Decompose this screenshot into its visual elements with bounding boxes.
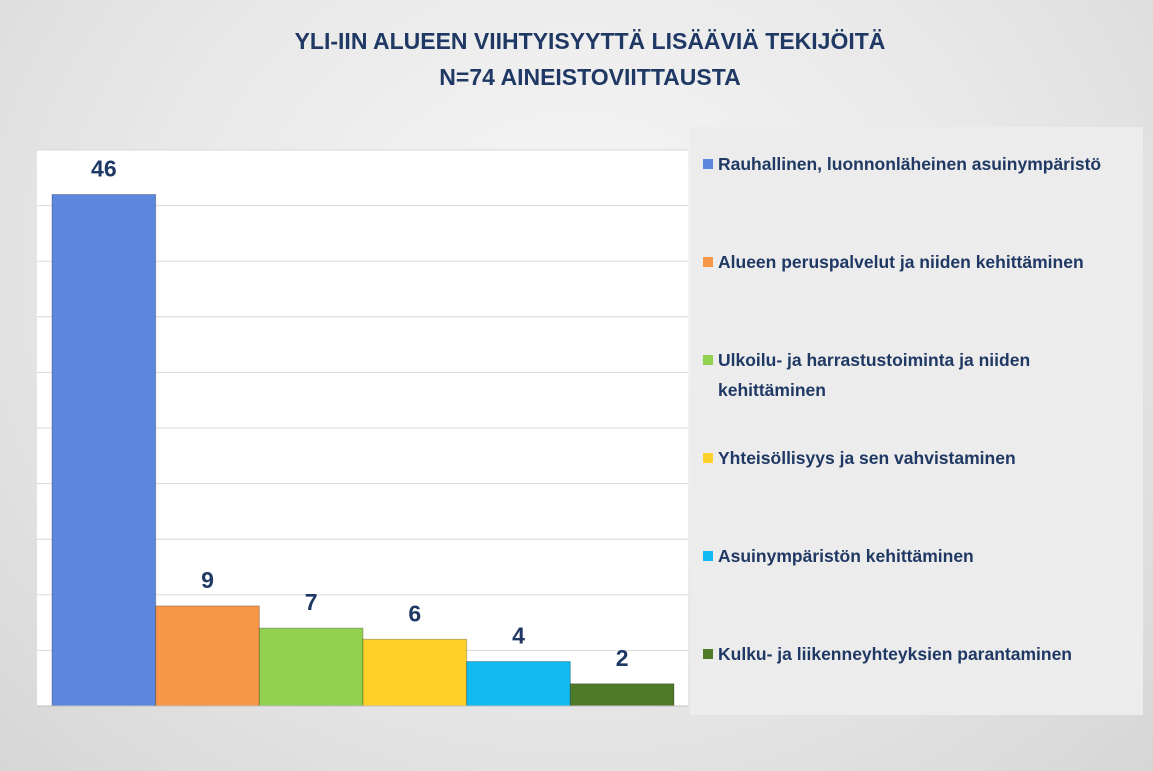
legend-label: Ulkoilu- ja harrastustoiminta ja niiden … (718, 350, 1031, 400)
data-label: 4 (512, 623, 525, 649)
legend-item: Alueen peruspalvelut ja niiden kehittämi… (703, 247, 1135, 277)
legend-swatch (703, 551, 713, 561)
legend-swatch (703, 257, 713, 267)
legend-label: Yhteisöllisyys ja sen vahvistaminen (718, 448, 1016, 468)
bar (258, 627, 364, 707)
legend-swatch (703, 355, 713, 365)
legend-swatch (703, 453, 713, 463)
legend-item: Kulku- ja liikenneyhteyksien parantamine… (703, 639, 1135, 669)
legend-label: Asuinympäristön kehittäminen (718, 546, 974, 566)
legend-item: Rauhallinen, luonnonläheinen asuinympäri… (703, 149, 1135, 179)
legend-label: Kulku- ja liikenneyhteyksien parantamine… (718, 644, 1072, 664)
data-label: 9 (201, 567, 214, 593)
bar (569, 683, 675, 707)
bar (155, 605, 260, 707)
data-label: 46 (91, 156, 117, 182)
legend-item: Ulkoilu- ja harrastustoiminta ja niiden … (703, 345, 1135, 405)
legend: Rauhallinen, luonnonläheinen asuinympäri… (690, 127, 1143, 715)
legend-item: Yhteisöllisyys ja sen vahvistaminen (703, 443, 1135, 473)
data-label: 2 (616, 645, 629, 671)
legend-label: Rauhallinen, luonnonläheinen asuinympäri… (718, 154, 1102, 174)
legend-item: Asuinympäristön kehittäminen (703, 541, 1135, 571)
bar (51, 193, 157, 707)
data-label: 7 (305, 589, 318, 615)
bar (362, 638, 468, 707)
legend-swatch (703, 159, 713, 169)
legend-swatch (703, 649, 713, 659)
bar (466, 661, 571, 707)
data-label: 6 (408, 600, 421, 626)
legend-label: Alueen peruspalvelut ja niiden kehittämi… (718, 252, 1084, 272)
chart-subtitle: N=74 AINEISTOVIITTAUSTA (439, 64, 740, 90)
chart-title: YLI-IIN ALUEEN VIIHTYISYYTTÄ LISÄÄVIÄ TE… (295, 28, 886, 54)
